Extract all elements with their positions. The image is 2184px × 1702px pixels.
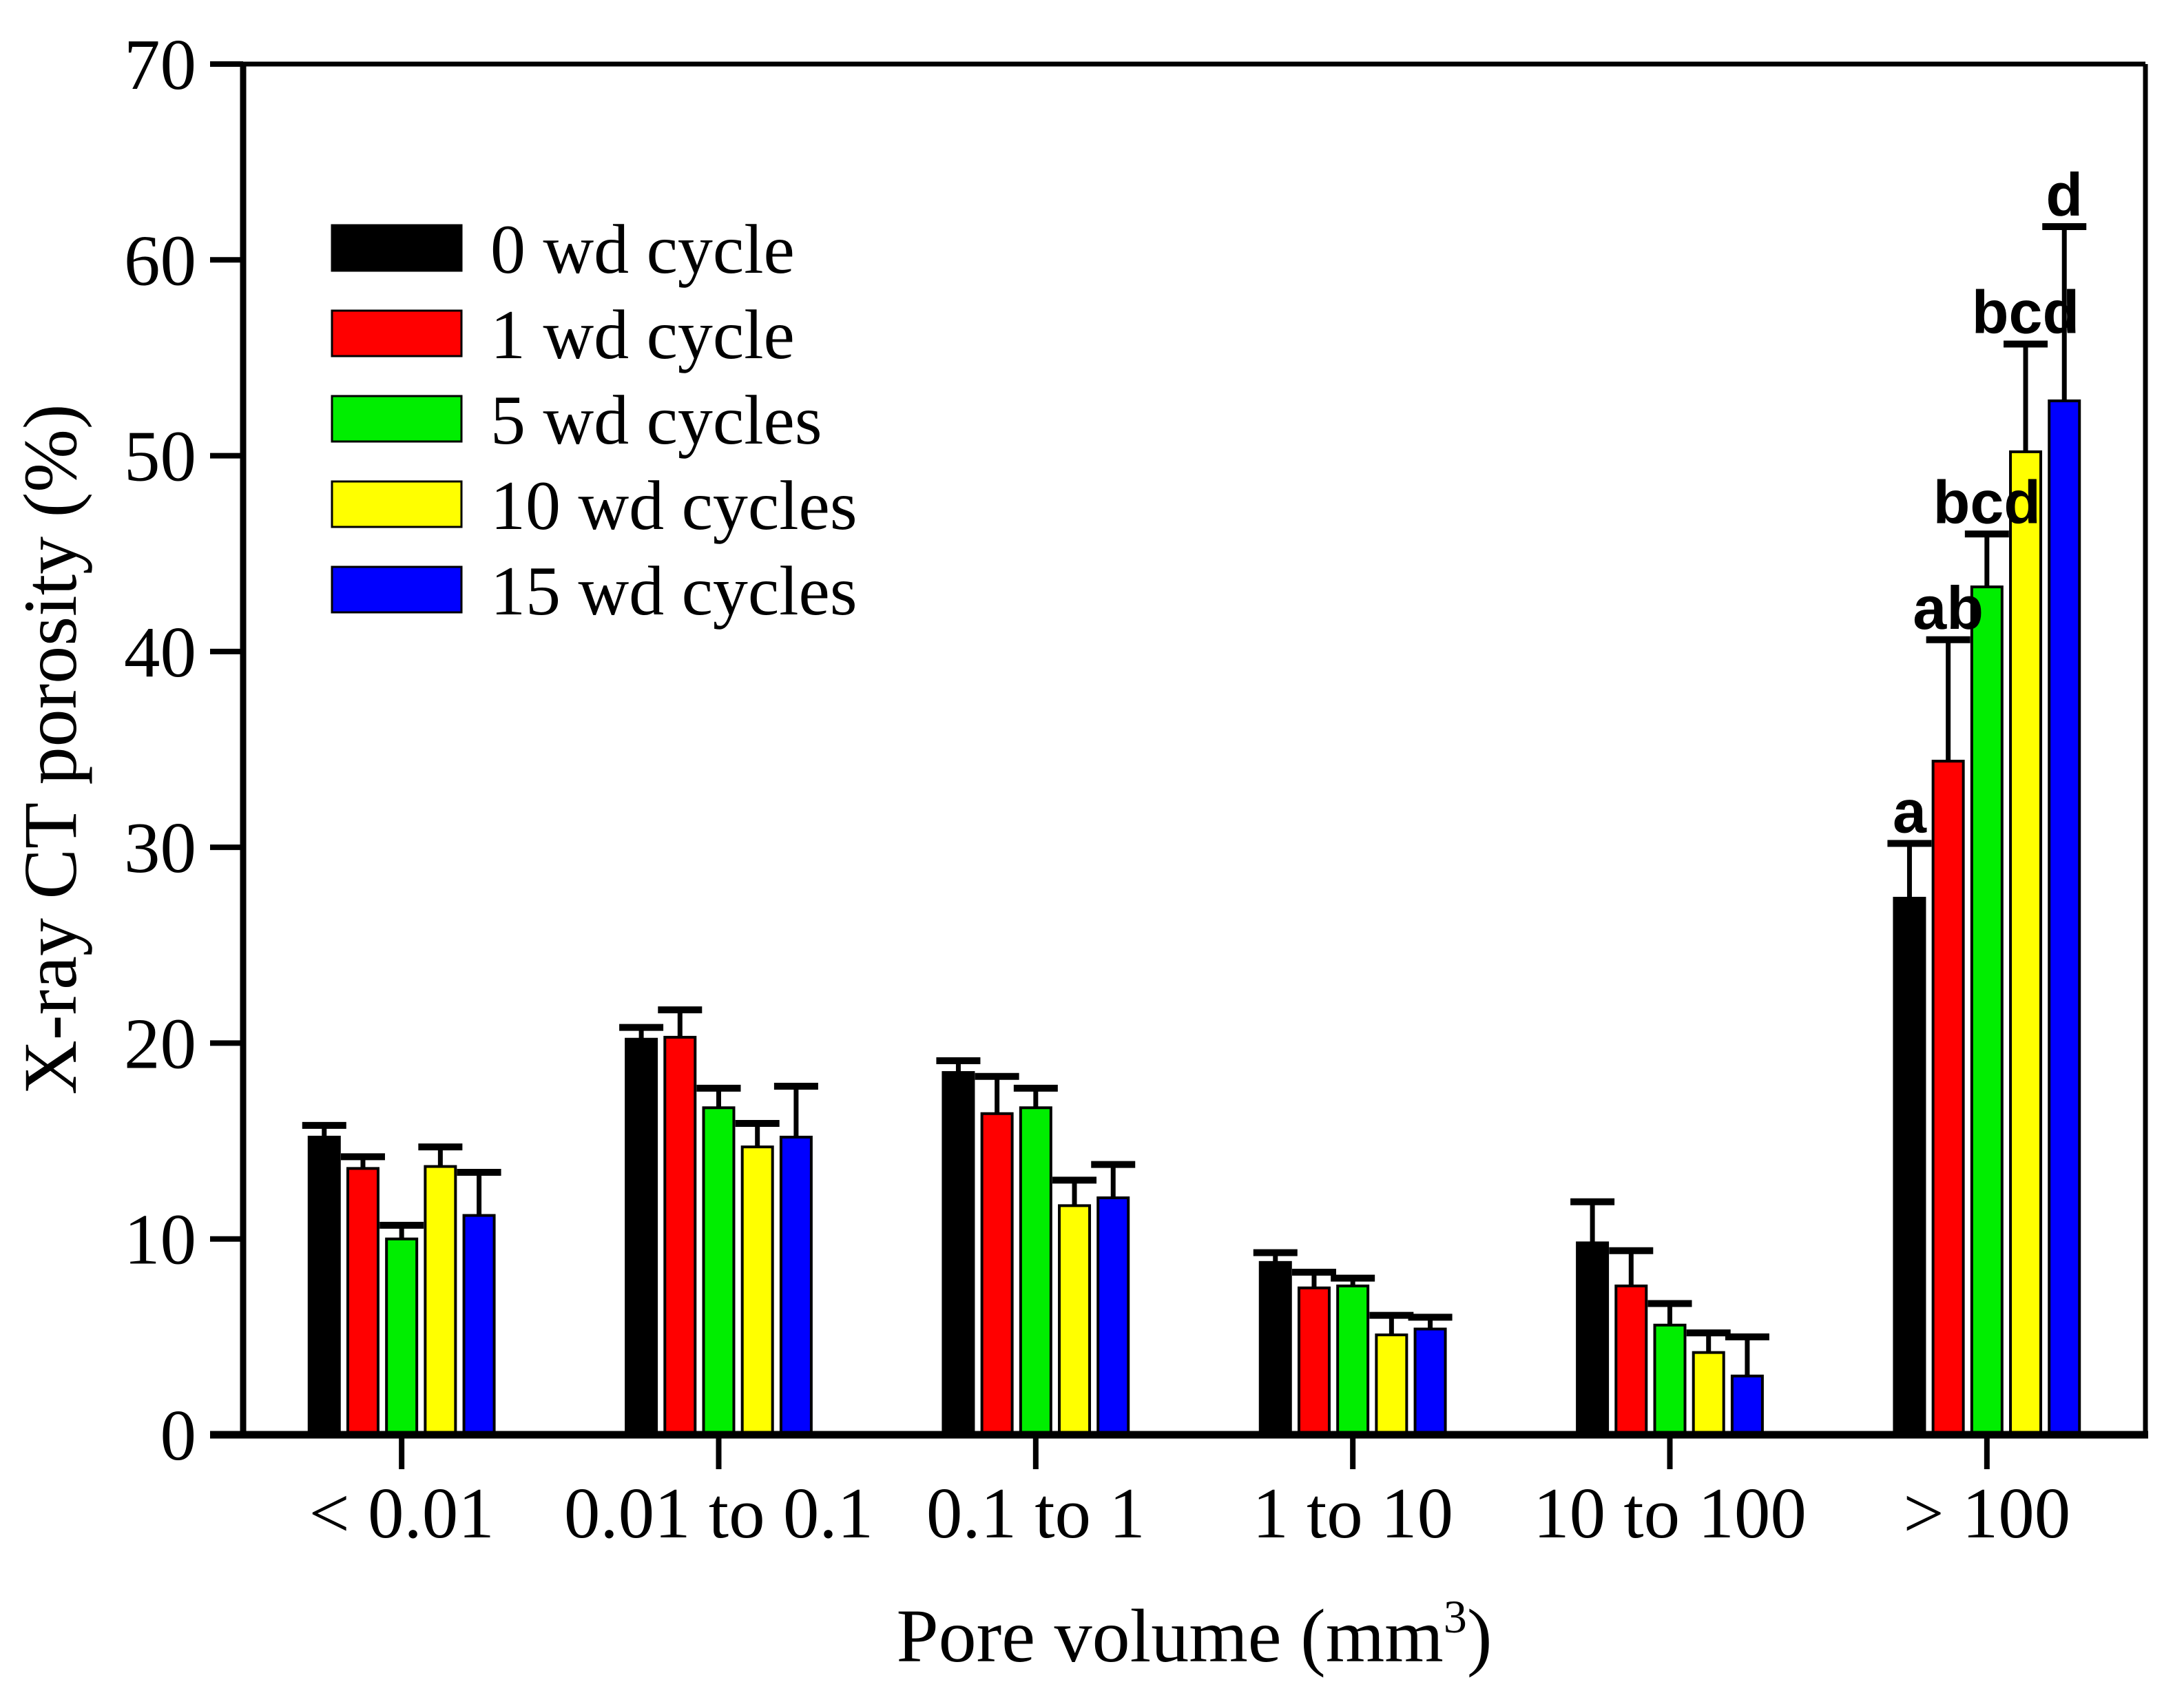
bar-0-wd-cycle-group4 — [1576, 1241, 1610, 1437]
bar-5-wd-cycles-group4 — [1653, 1323, 1687, 1437]
bar-0-wd-cycle-group5 — [1893, 897, 1926, 1436]
legend-swatch-1-wd-cycle — [331, 309, 463, 357]
significance-letter-a: a — [1893, 777, 1927, 845]
bar-15-wd-cycles-group5 — [2048, 399, 2081, 1436]
significance-letter-d: d — [2046, 160, 2083, 229]
y-axis-tick-label: 30 — [124, 807, 196, 888]
y-axis-tick-label: 20 — [124, 1003, 196, 1083]
bar-5-wd-cycles-group5 — [1970, 585, 2004, 1436]
legend-label-10-wd-cycles: 10 wd cycles — [490, 467, 857, 545]
y-axis-tick-label: 40 — [124, 612, 196, 692]
bar-5-wd-cycles-group1 — [702, 1106, 736, 1436]
bar-15-wd-cycles-group2 — [1096, 1196, 1130, 1436]
y-axis-tick-label: 10 — [124, 1199, 196, 1280]
legend-label-0-wd-cycle: 0 wd cycle — [490, 211, 795, 289]
legend-swatch-0-wd-cycle — [331, 224, 463, 272]
y-axis-title: X-ray CT porosity (%) — [8, 404, 92, 1094]
legend-swatch-15-wd-cycles — [331, 565, 463, 614]
bar-15-wd-cycles-group1 — [779, 1135, 813, 1437]
x-axis-category-label: 0.01 to 0.1 — [564, 1473, 873, 1553]
bar-10-wd-cycles-group0 — [424, 1165, 457, 1436]
bar-10-wd-cycles-group5 — [2009, 450, 2043, 1436]
bar-10-wd-cycles-group4 — [1692, 1351, 1725, 1436]
bar-1-wd-cycle-group1 — [663, 1035, 697, 1436]
bar-5-wd-cycles-group3 — [1336, 1284, 1370, 1437]
bar-5-wd-cycles-group0 — [385, 1237, 419, 1436]
y-axis-tick-label: 60 — [124, 220, 196, 300]
x-axis-category-label: 10 to 100 — [1533, 1473, 1807, 1553]
bar-0-wd-cycle-group3 — [1258, 1260, 1292, 1437]
bar-1-wd-cycle-group0 — [346, 1167, 379, 1437]
bar-15-wd-cycles-group0 — [462, 1214, 496, 1436]
legend-label-1-wd-cycle: 1 wd cycle — [490, 296, 795, 374]
bar-0-wd-cycle-group2 — [942, 1071, 975, 1436]
bar-1-wd-cycle-group2 — [980, 1112, 1014, 1437]
bar-1-wd-cycle-group5 — [1931, 760, 1965, 1436]
bar-0-wd-cycle-group1 — [625, 1037, 658, 1436]
significance-letter-ab: ab — [1913, 574, 1984, 642]
legend-label-15-wd-cycles: 15 wd cycles — [490, 552, 857, 630]
x-axis-title: Pore volume (mm3) — [897, 1590, 1493, 1678]
bar-10-wd-cycles-group1 — [740, 1145, 774, 1436]
legend-swatch-10-wd-cycles — [331, 480, 463, 528]
x-axis-category-label: > 100 — [1903, 1473, 2070, 1553]
y-axis-tick-label: 50 — [124, 416, 196, 497]
bar-1-wd-cycle-group4 — [1614, 1284, 1648, 1437]
legend-swatch-5-wd-cycles — [331, 395, 463, 443]
bar-1-wd-cycle-group3 — [1297, 1286, 1331, 1437]
bar-10-wd-cycles-group2 — [1058, 1204, 1092, 1437]
y-axis-tick-label: 70 — [124, 24, 196, 105]
x-axis-category-label: 0.1 to 1 — [926, 1473, 1145, 1553]
y-axis-tick-label: 0 — [160, 1395, 197, 1475]
bar-15-wd-cycles-group3 — [1413, 1327, 1447, 1436]
bar-5-wd-cycles-group2 — [1019, 1106, 1052, 1436]
bar-10-wd-cycles-group3 — [1375, 1333, 1408, 1436]
significance-letter-bcd: bcd — [1933, 468, 2041, 536]
significance-letter-bcd: bcd — [1972, 278, 2079, 346]
x-axis-category-label: 1 to 10 — [1252, 1473, 1453, 1553]
bar-15-wd-cycles-group4 — [1730, 1374, 1764, 1436]
bar-0-wd-cycle-group0 — [307, 1135, 341, 1437]
x-axis-category-label: < 0.01 — [309, 1473, 495, 1553]
legend-label-5-wd-cycles: 5 wd cycles — [490, 382, 822, 459]
